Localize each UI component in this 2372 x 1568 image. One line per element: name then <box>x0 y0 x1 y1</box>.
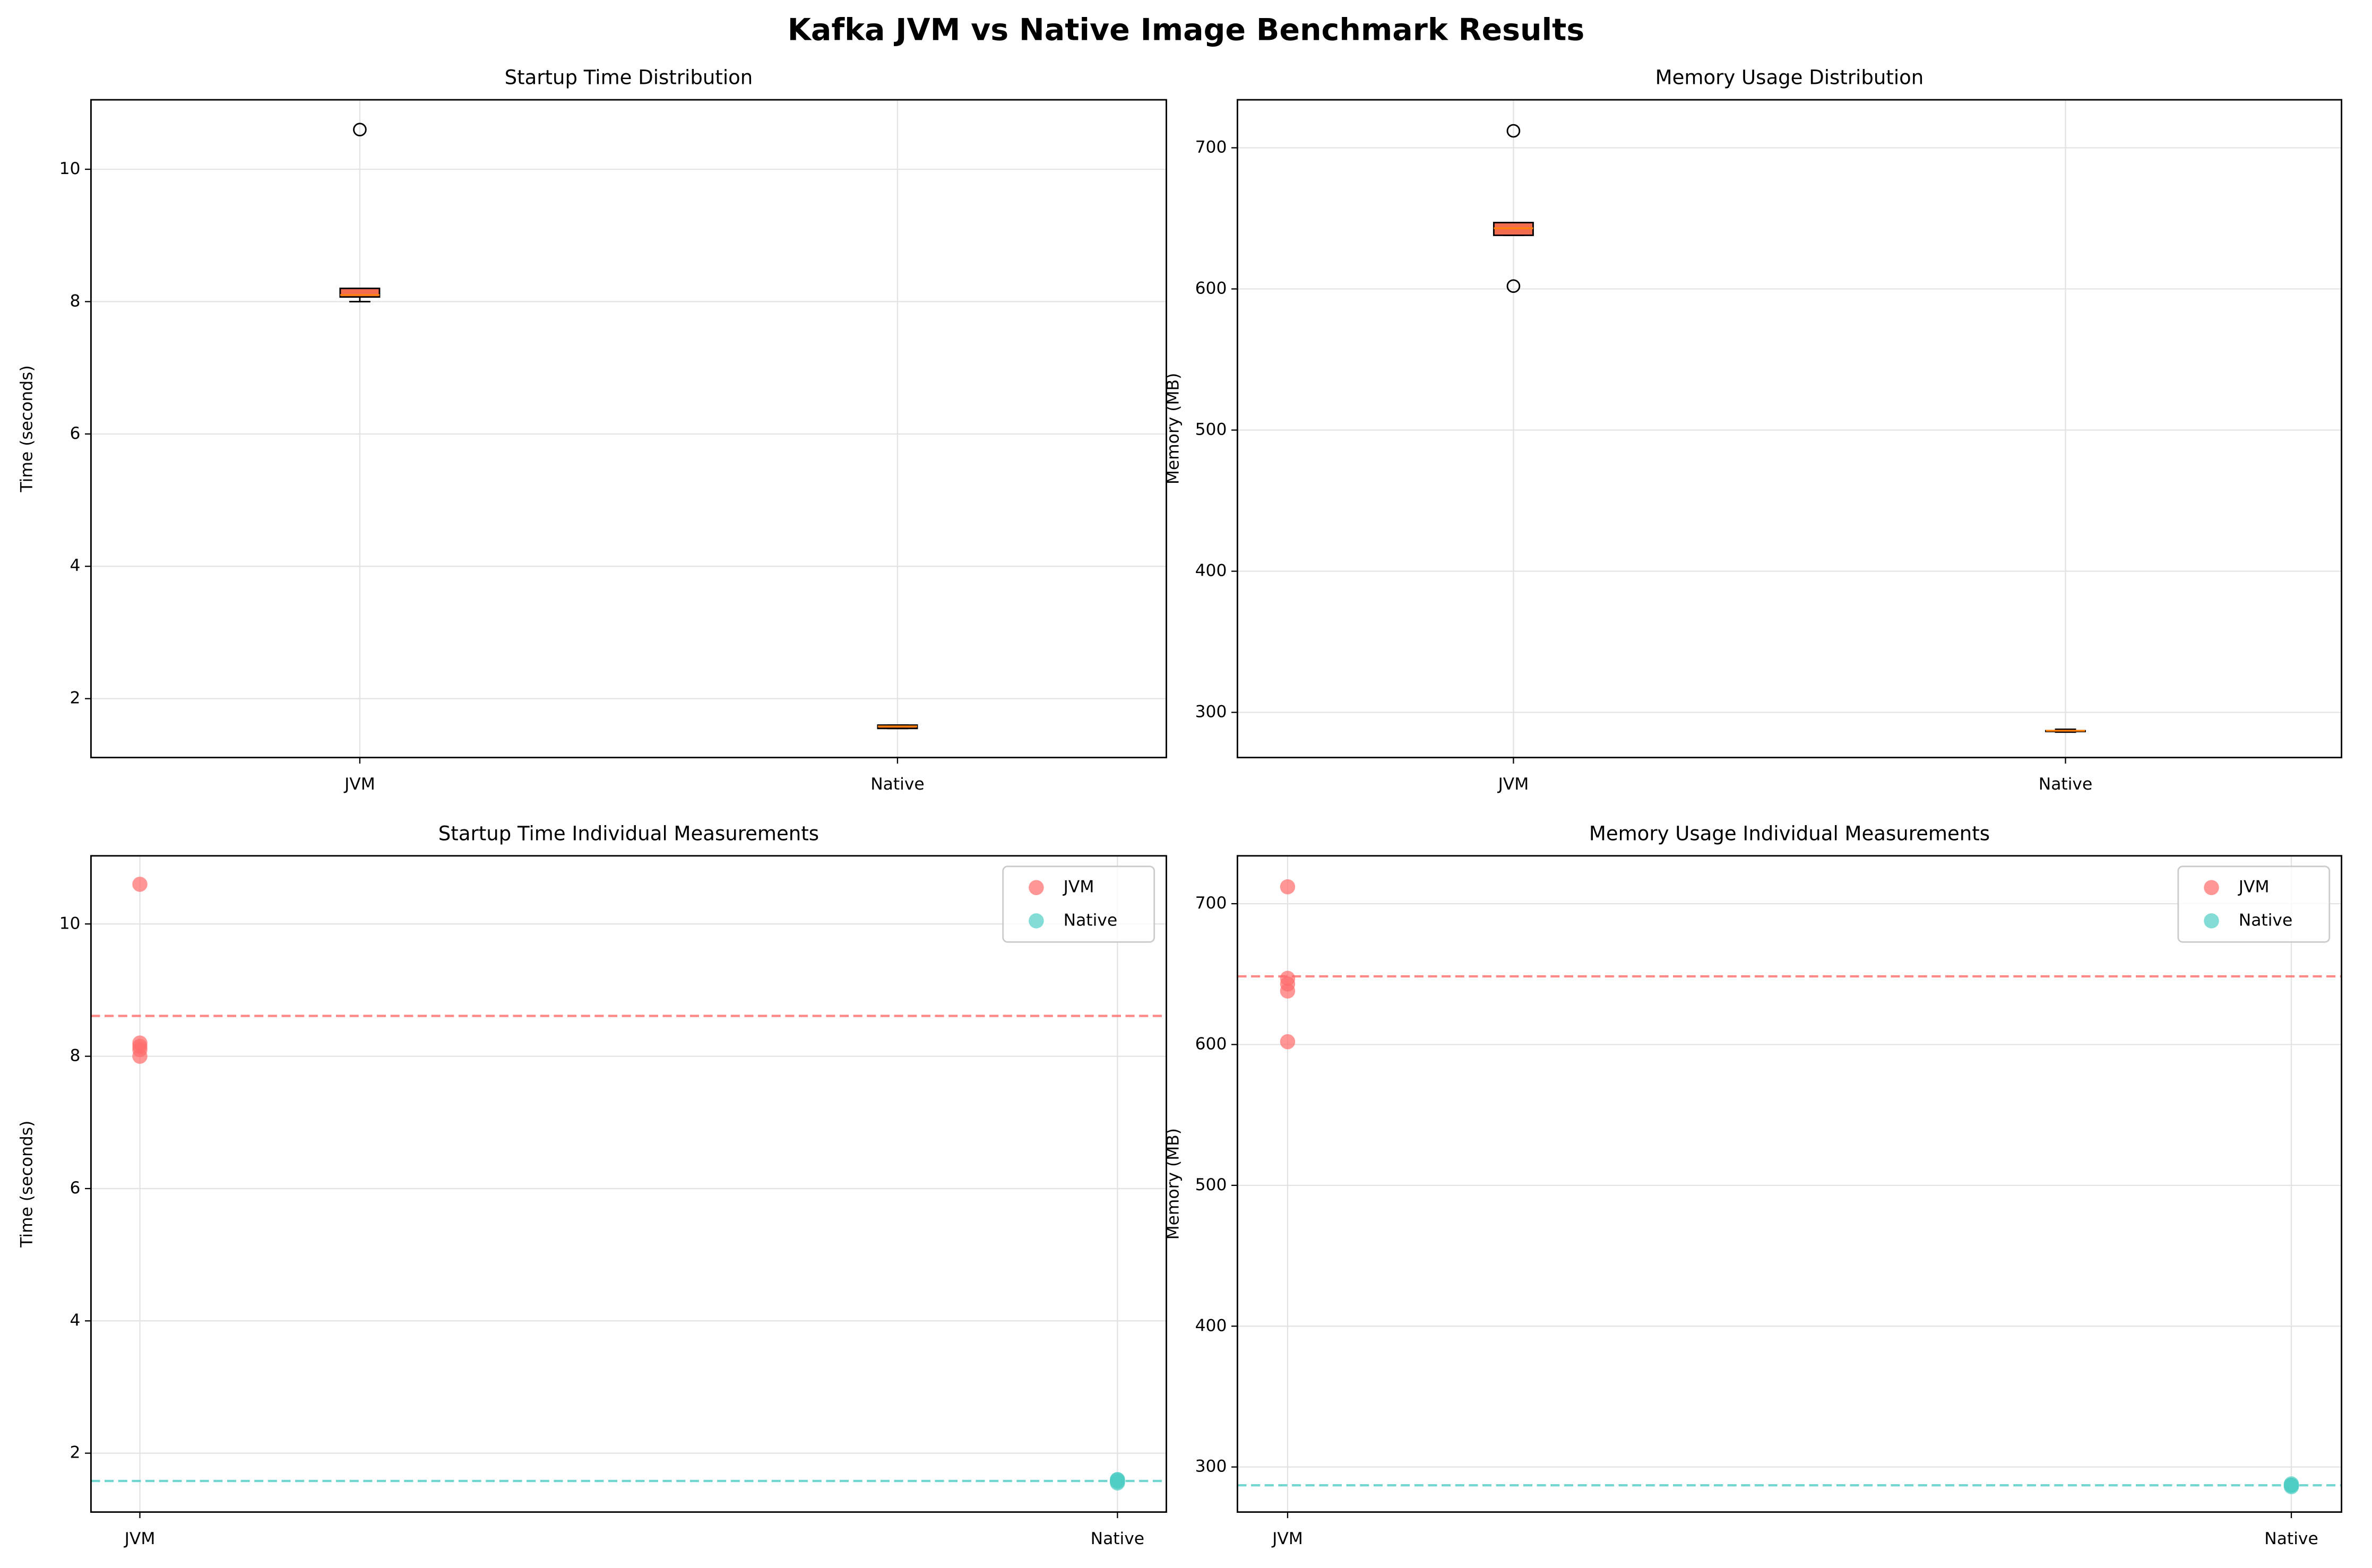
y-tick-label: 600 <box>1195 279 1227 298</box>
y-tick-label: 600 <box>1195 1034 1227 1053</box>
y-tick-label: 8 <box>70 1046 81 1065</box>
x-tick-label: JVM <box>124 1529 156 1548</box>
point <box>1280 983 1296 999</box>
y-tick-label: 6 <box>70 1179 81 1198</box>
outlier <box>353 123 367 137</box>
outlier <box>1506 124 1521 138</box>
axes-frame <box>90 855 1167 1513</box>
legend-label: JVM <box>1063 878 1094 897</box>
subplot-title: Startup Time Individual Measurements <box>438 822 819 845</box>
y-axis-label: Time (seconds) <box>18 365 37 492</box>
point <box>2283 1476 2299 1492</box>
point <box>1280 879 1296 895</box>
figure-title: Kafka JVM vs Native Image Benchmark Resu… <box>788 12 1585 47</box>
point <box>1110 1472 1125 1487</box>
subplot-title: Startup Time Distribution <box>505 66 753 89</box>
x-tick-label: Native <box>2264 1529 2318 1548</box>
legend-label: Native <box>1064 911 1117 930</box>
y-tick-label: 300 <box>1195 703 1227 722</box>
axes-frame <box>90 99 1167 759</box>
x-tick-label: JVM <box>343 775 375 794</box>
x-tick-label: JVM <box>1271 1529 1303 1548</box>
y-tick-label: 10 <box>59 159 81 178</box>
y-axis-label: Memory (MB) <box>1164 373 1183 484</box>
axes-frame <box>1236 99 2342 759</box>
legend-marker <box>2204 880 2219 895</box>
point <box>132 1049 148 1064</box>
y-tick-label: 400 <box>1195 561 1227 581</box>
x-tick-label: JVM <box>1497 775 1529 794</box>
subplot-title: Memory Usage Individual Measurements <box>1589 822 1990 845</box>
y-axis-label: Time (seconds) <box>18 1121 37 1248</box>
y-tick-label: 400 <box>1195 1316 1227 1335</box>
point <box>132 877 148 892</box>
y-tick-label: 300 <box>1195 1457 1227 1476</box>
legend-marker <box>1029 913 1044 929</box>
y-tick-label: 700 <box>1195 138 1227 157</box>
y-tick-label: 2 <box>70 689 81 708</box>
legend-marker <box>1029 880 1044 895</box>
point <box>1280 1034 1296 1050</box>
y-tick-label: 10 <box>59 914 81 933</box>
outlier <box>1506 279 1521 293</box>
legend-marker <box>2204 913 2219 929</box>
y-tick-label: 8 <box>70 291 81 310</box>
y-tick-label: 500 <box>1195 420 1227 439</box>
x-tick-label: Native <box>870 775 924 794</box>
y-tick-label: 2 <box>70 1443 81 1462</box>
y-tick-label: 500 <box>1195 1175 1227 1194</box>
x-tick-label: Native <box>1091 1529 1144 1548</box>
y-tick-label: 4 <box>70 556 81 575</box>
x-tick-label: Native <box>2039 775 2092 794</box>
subplot-title: Memory Usage Distribution <box>1655 66 1924 89</box>
axes-frame <box>1236 855 2342 1513</box>
legend-label: Native <box>2239 911 2292 930</box>
y-tick-label: 6 <box>70 424 81 443</box>
y-axis-label: Memory (MB) <box>1164 1128 1183 1240</box>
y-tick-label: 4 <box>70 1311 81 1330</box>
legend-label: JVM <box>2238 878 2270 897</box>
y-tick-label: 700 <box>1195 894 1227 913</box>
